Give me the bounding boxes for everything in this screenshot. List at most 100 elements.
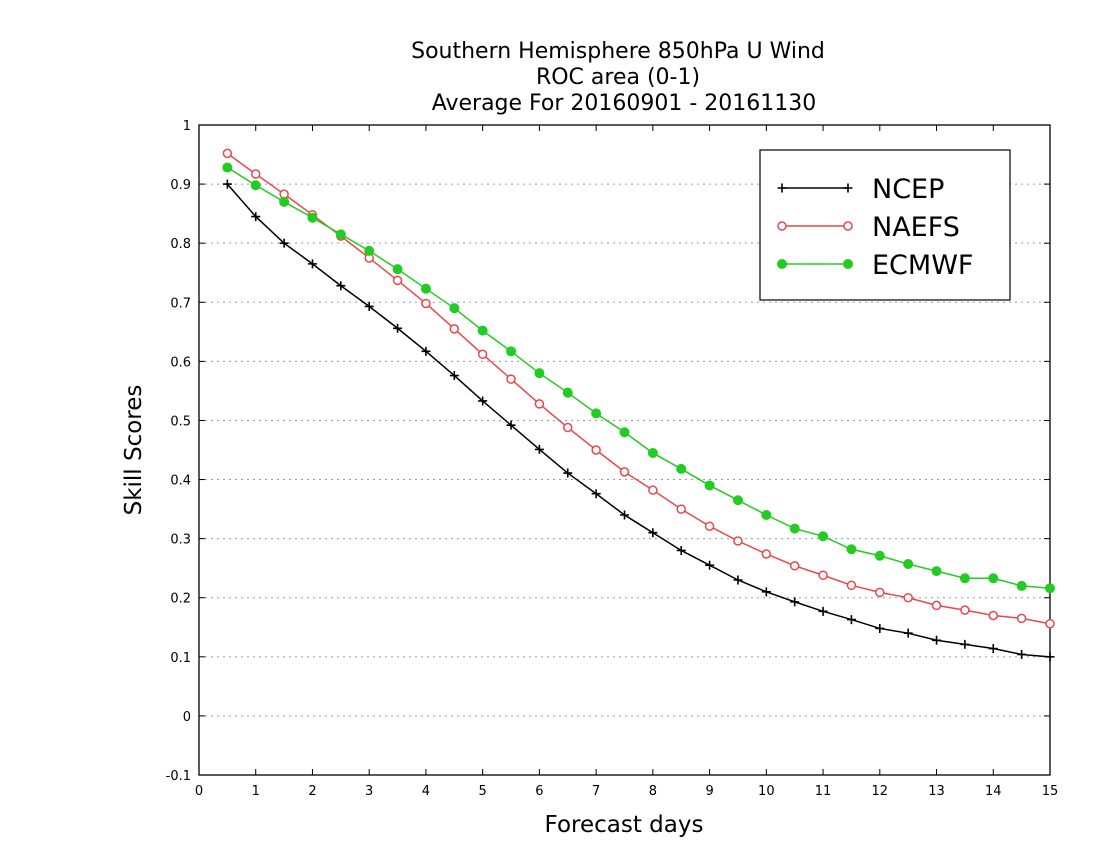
data-point-naefs <box>676 504 686 514</box>
data-point-naefs <box>733 536 743 546</box>
data-point-ecmwf <box>534 368 545 379</box>
data-point-ncep <box>506 420 516 430</box>
data-point-ecmwf <box>959 573 970 584</box>
data-point-ncep <box>251 212 261 222</box>
data-point-ncep <box>932 635 942 645</box>
data-point-ecmwf <box>364 245 375 256</box>
data-point-ecmwf <box>279 196 290 207</box>
y-tick-label: 0.4 <box>170 474 191 489</box>
data-point-naefs <box>1016 613 1027 624</box>
data-point-naefs <box>506 374 516 384</box>
data-point-naefs <box>563 422 573 433</box>
legend-marker-ecmwf <box>843 259 853 269</box>
legend-item-ncep: NCEP <box>777 174 944 205</box>
title-line-2: ROC area (0-1) <box>536 65 700 90</box>
data-point-ecmwf <box>335 229 346 240</box>
data-point-naefs <box>818 570 828 581</box>
series-layer <box>222 148 1055 662</box>
data-point-ncep <box>478 396 488 406</box>
data-point-ncep <box>818 606 828 616</box>
data-point-ecmwf <box>676 463 687 474</box>
data-point-naefs <box>619 467 630 477</box>
data-point-naefs <box>648 485 658 495</box>
y-tick-label: 0.9 <box>170 178 191 193</box>
x-tick-label: 3 <box>365 784 373 799</box>
data-point-ncep <box>875 623 885 633</box>
data-point-ecmwf <box>704 480 715 491</box>
data-point-ecmwf <box>420 283 431 294</box>
data-point-ecmwf <box>988 573 999 584</box>
title-line-3: Average For 20160901 - 20161130 <box>432 91 817 116</box>
data-point-ncep <box>620 510 629 520</box>
series-line-ncep <box>226 183 1051 658</box>
plot-frame <box>198 124 1051 776</box>
data-point-ncep <box>591 489 601 499</box>
legend-marker-ncep <box>777 183 787 193</box>
legend-marker-ecmwf <box>777 259 787 269</box>
x-tick-label: 6 <box>535 784 543 799</box>
data-point-ncep <box>761 587 771 597</box>
data-point-naefs <box>392 275 403 286</box>
data-point-ncep <box>676 545 686 555</box>
legend-marker-ncep <box>843 183 853 193</box>
data-point-ncep <box>988 644 998 654</box>
data-point-ecmwf <box>647 447 658 458</box>
data-point-ecmwf <box>732 495 743 506</box>
y-tick-label: 0.2 <box>170 592 191 607</box>
data-point-naefs <box>477 349 488 360</box>
x-tick-label: 0 <box>195 784 203 799</box>
data-point-naefs <box>449 324 460 334</box>
legend-marker-naefs <box>777 221 787 231</box>
x-tick-label: 1 <box>252 784 260 799</box>
series-naefs <box>222 148 1055 629</box>
x-tick-label: 13 <box>928 784 945 799</box>
data-point-naefs <box>846 580 857 591</box>
data-point-ncep <box>279 238 289 248</box>
data-point-ecmwf <box>903 559 914 570</box>
x-tick-label: 7 <box>592 784 600 799</box>
data-point-ncep <box>449 371 459 381</box>
data-point-ncep <box>733 575 743 585</box>
data-point-ncep <box>393 323 403 333</box>
data-point-ncep <box>648 528 658 538</box>
legend-box <box>759 149 1011 301</box>
data-point-ecmwf <box>874 550 885 561</box>
title-line-1: Southern Hemisphere 850hPa U Wind <box>411 39 825 64</box>
series-ecmwf <box>222 162 1055 594</box>
y-tick-label: -0.1 <box>166 769 191 784</box>
data-point-ecmwf <box>761 510 772 520</box>
data-point-ecmwf <box>506 346 517 357</box>
y-tick-label: 0 <box>183 710 191 725</box>
data-point-ncep <box>1045 652 1055 662</box>
data-point-naefs <box>875 587 885 598</box>
x-tick-label: 8 <box>649 784 657 799</box>
data-point-ecmwf <box>591 408 602 419</box>
x-tick-label: 9 <box>705 784 713 799</box>
data-point-naefs <box>988 610 999 621</box>
data-point-ncep <box>903 628 913 638</box>
data-point-naefs <box>534 399 545 409</box>
data-point-ecmwf <box>392 264 403 275</box>
data-point-ncep <box>307 259 317 269</box>
data-point-ncep <box>364 301 374 311</box>
x-tick-label: 15 <box>1042 784 1059 799</box>
y-tick-label: 0.5 <box>170 414 191 429</box>
data-point-ecmwf <box>1016 580 1027 591</box>
data-point-ncep <box>1017 649 1027 659</box>
data-point-ecmwf <box>307 212 318 223</box>
legend-item-ecmwf: ECMWF <box>777 250 973 281</box>
data-point-naefs <box>903 592 913 603</box>
data-point-naefs <box>222 148 233 159</box>
data-point-ecmwf <box>477 325 488 336</box>
data-point-ncep <box>960 639 970 649</box>
chart-title: Southern Hemisphere 850hPa U Wind ROC ar… <box>411 39 825 116</box>
legend-item-naefs: NAEFS <box>777 212 960 243</box>
data-point-naefs <box>250 169 261 179</box>
data-point-ecmwf <box>222 162 233 173</box>
x-tick-label: 4 <box>422 784 430 799</box>
data-point-ncep <box>421 346 431 356</box>
y-axis-label: Skill Scores <box>121 385 147 516</box>
data-point-naefs <box>704 521 715 531</box>
data-point-ecmwf <box>846 544 857 555</box>
legend-label-naefs: NAEFS <box>872 212 960 243</box>
